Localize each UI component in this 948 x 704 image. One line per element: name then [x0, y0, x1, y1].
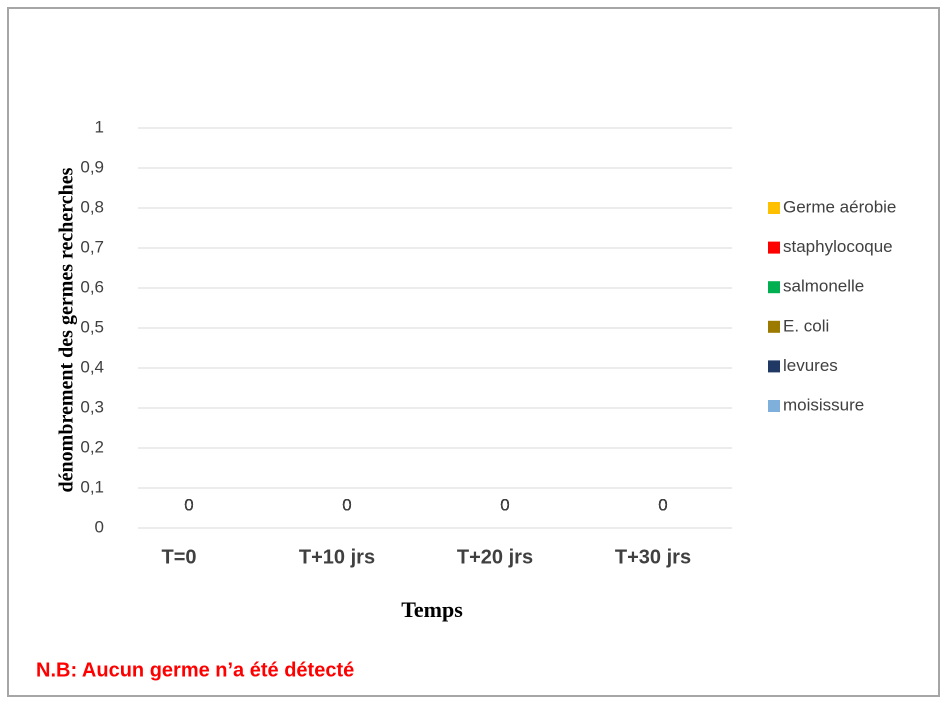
- y-tick-label: 1: [95, 117, 104, 136]
- data-label: 0: [184, 495, 193, 514]
- data-label: 0: [500, 495, 509, 514]
- data-label: 0: [342, 495, 351, 514]
- y-tick-label: 0,1: [80, 477, 104, 496]
- legend-label: Germe aérobie: [783, 197, 896, 216]
- data-label: 0: [658, 495, 667, 514]
- data-label: 0: [500, 495, 509, 514]
- data-label: 0: [184, 495, 193, 514]
- data-label: 0: [500, 495, 509, 514]
- y-tick-label: 0,3: [80, 397, 104, 416]
- y-tick-label: 0,7: [80, 237, 104, 256]
- y-tick-label: 0,4: [80, 357, 104, 376]
- annotation: N.B: Aucun germe n’a été détecté: [36, 659, 354, 681]
- y-tick-label: 0: [95, 517, 104, 536]
- x-tick-label: T+10 jrs: [299, 546, 375, 568]
- data-label: 0: [184, 495, 193, 514]
- x-axis-title: Temps: [401, 597, 463, 622]
- data-label: 0: [184, 495, 193, 514]
- data-label: 0: [184, 495, 193, 514]
- legend-label: staphylocoque: [783, 237, 893, 256]
- legend-swatch: [768, 241, 780, 254]
- y-tick-label: 0,8: [80, 197, 104, 216]
- x-tick-label: T=0: [161, 546, 196, 568]
- data-label: 0: [184, 495, 193, 514]
- frame: [7, 7, 940, 697]
- data-label: 0: [342, 495, 351, 514]
- data-label: 0: [658, 495, 667, 514]
- legend-swatch: [768, 320, 780, 333]
- legend-swatch: [768, 400, 780, 412]
- data-label: 0: [342, 495, 351, 514]
- data-label: 0: [342, 495, 351, 514]
- y-tick-label: 0,6: [80, 277, 104, 296]
- data-label: 0: [500, 495, 509, 514]
- legend-label: levures: [783, 356, 838, 375]
- legend-label: salmonelle: [783, 277, 864, 296]
- data-label: 0: [658, 495, 667, 514]
- legend-label: E. coli: [783, 316, 829, 335]
- data-label: 0: [658, 495, 667, 514]
- data-label: 0: [500, 495, 509, 514]
- legend-label: moisissure: [783, 395, 864, 414]
- y-tick-label: 0,5: [80, 317, 104, 336]
- x-tick-label: T+20 jrs: [457, 546, 533, 568]
- data-label: 0: [342, 495, 351, 514]
- data-label: 0: [500, 495, 509, 514]
- data-label: 0: [342, 495, 351, 514]
- data-label: 0: [658, 495, 667, 514]
- x-tick-label: T+30 jrs: [615, 546, 691, 568]
- legend-swatch: [768, 360, 780, 373]
- y-tick-label: 0,2: [80, 437, 104, 456]
- y-axis-title: dénombrement des germes recherches: [56, 167, 78, 492]
- legend-swatch: [768, 281, 780, 294]
- y-tick-label: 0,9: [80, 157, 104, 176]
- data-label: 0: [658, 495, 667, 514]
- legend-swatch: [768, 202, 780, 214]
